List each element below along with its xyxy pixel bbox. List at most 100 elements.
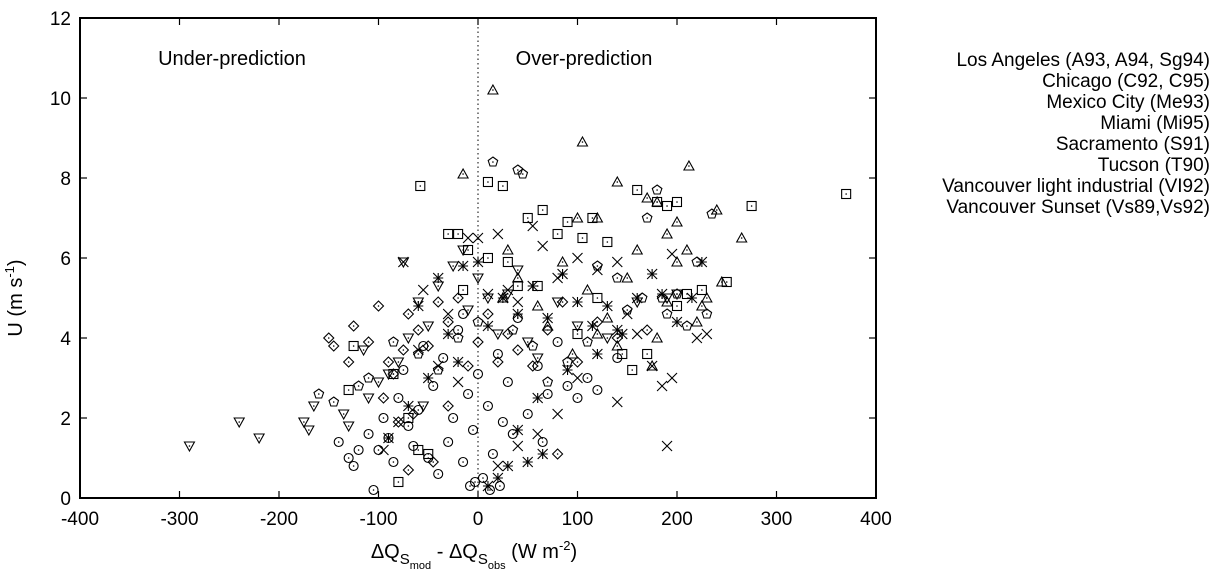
data-point-triangle-up [700, 291, 713, 303]
data-point-triangle-down [342, 421, 355, 433]
data-point-circle [492, 348, 503, 360]
legend-item-vancouver-light-industrial: Vancouver light industrial (VI92) [942, 176, 1210, 197]
data-point-square [696, 284, 707, 296]
data-point-diamond [492, 356, 504, 368]
y-tick-label: 4 [60, 329, 71, 350]
data-point-triangle-up [690, 315, 703, 327]
data-point-square [403, 412, 414, 424]
data-point-x [532, 428, 544, 440]
data-point-triangle-up [486, 83, 499, 95]
data-point-square [841, 188, 852, 200]
data-point-square [343, 384, 354, 396]
data-point-triangle-down [183, 441, 196, 453]
data-point-triangle-up [641, 191, 654, 203]
data-point-triangle-up [710, 203, 723, 215]
data-point-x [691, 332, 703, 344]
legend-item-miami: Miami (Mi95) [1100, 113, 1210, 134]
under-prediction-label: Under-prediction [158, 48, 306, 70]
data-point-x [397, 256, 409, 268]
data-point-asterisk [537, 448, 549, 460]
data-point-square [413, 444, 424, 456]
data-point-x [527, 220, 539, 232]
data-point-diamond [422, 340, 435, 352]
data-point-circle [398, 364, 409, 376]
data-point-circle [572, 392, 583, 404]
data-point-triangle-up [556, 255, 569, 267]
data-point-pentagon [527, 340, 539, 351]
data-point-diamond [427, 456, 440, 468]
data-point-x [512, 440, 524, 452]
data-point-diamond [452, 292, 464, 304]
data-point-circle [333, 436, 344, 448]
data-point-circle [453, 324, 464, 336]
data-point-square [537, 204, 548, 216]
data-point-asterisk [562, 364, 573, 376]
data-point-x [572, 372, 583, 384]
data-point-x [452, 376, 464, 388]
data-point-x [512, 296, 524, 308]
data-point-asterisk [696, 256, 708, 268]
data-point-square [642, 348, 653, 360]
data-point-asterisk [383, 432, 394, 444]
data-point-triangle-up [671, 215, 683, 227]
data-point-asterisk [442, 328, 454, 340]
data-point-pentagon [353, 380, 365, 391]
data-point-pentagon [388, 336, 399, 347]
x-axis-title: ΔQSmod - ΔQSobs (W m-2) [371, 538, 577, 572]
data-point-diamond [382, 356, 395, 368]
x-tick-label: 400 [860, 509, 892, 530]
data-point-x [646, 360, 658, 372]
data-point-square [388, 368, 399, 380]
data-point-diamond [397, 344, 410, 356]
data-point-triangle-up [651, 331, 664, 343]
data-point-asterisk [482, 320, 494, 332]
data-point-pentagon [661, 308, 673, 319]
data-point-asterisk [542, 312, 554, 324]
data-point-x [432, 360, 444, 372]
data-point-diamond [502, 328, 514, 340]
data-point-asterisk [671, 316, 683, 328]
data-point-circle [458, 456, 469, 468]
data-point-square [348, 340, 359, 352]
data-point-square [415, 180, 426, 192]
data-point-square [592, 292, 603, 304]
data-point-triangle-up [671, 255, 683, 267]
data-point-circle [368, 484, 379, 496]
legend-item-sacramento: Sacramento (S91) [1056, 134, 1210, 155]
data-point-pentagon [621, 304, 633, 315]
data-point-pentagon [487, 156, 499, 167]
data-point-asterisk [686, 292, 698, 304]
data-point-pentagon [706, 208, 718, 219]
data-point-triangle-up [566, 347, 579, 359]
data-point-square [458, 284, 469, 296]
data-point-square [671, 196, 683, 208]
data-point-square [572, 328, 583, 340]
data-point-x [393, 416, 404, 428]
data-point-triangle-up [581, 283, 594, 295]
data-point-circle [552, 336, 563, 348]
x-tick-label: 300 [761, 509, 793, 530]
data-point-x [611, 256, 623, 268]
data-point-pentagon [582, 336, 593, 347]
data-point-circle [448, 412, 459, 424]
data-point-square [602, 236, 613, 248]
data-point-x [417, 284, 429, 296]
data-point-asterisk [611, 324, 623, 336]
data-point-circle [403, 420, 414, 432]
data-point-circle [482, 400, 494, 412]
data-point-asterisk [512, 308, 524, 320]
data-point-x [482, 288, 494, 300]
data-point-triangle-down [233, 417, 246, 429]
data-point-square [681, 288, 693, 300]
data-point-circle [353, 444, 364, 456]
y-tick-label: 12 [50, 9, 71, 30]
data-point-triangle-up [457, 167, 470, 179]
y-tick-label: 2 [60, 409, 71, 430]
data-point-x [462, 232, 474, 244]
data-point-circle [592, 384, 603, 396]
data-point-x [621, 308, 633, 320]
data-point-x [661, 440, 673, 452]
x-tick-label: 0 [473, 509, 484, 530]
data-point-circle [438, 352, 449, 364]
data-point-circle [497, 416, 508, 428]
